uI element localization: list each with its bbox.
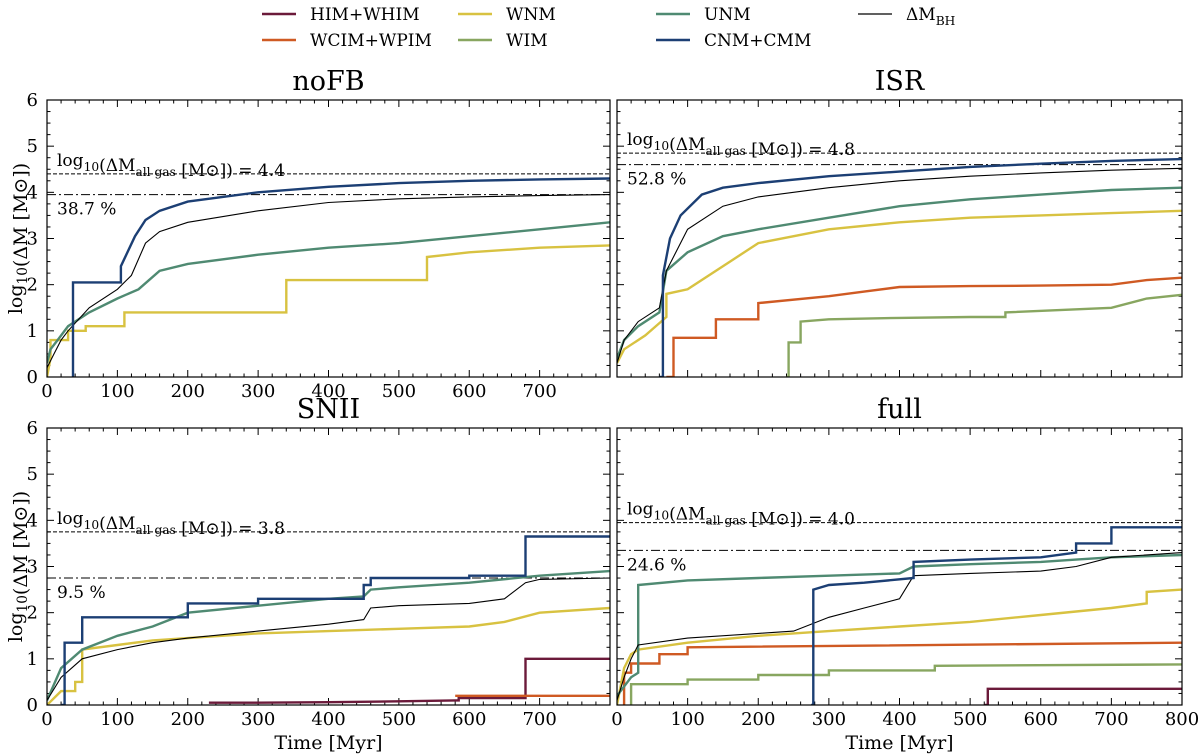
percent-annotation: 38.7 %: [57, 200, 116, 220]
y-tick-label: 3: [27, 557, 38, 578]
y-tick-label: 2: [27, 603, 38, 624]
panel-title: full: [877, 394, 922, 425]
x-tick-label: 700: [1094, 709, 1128, 730]
legend-label-him-whim: HIM+WHIM: [310, 5, 420, 25]
series-deltam-bh: [617, 167, 1182, 364]
series-wim: [629, 663, 1182, 705]
x-tick-label: 300: [241, 709, 275, 730]
y-tick-label: 0: [27, 695, 38, 716]
legend-label-cnm-cmm: CNM+CMM: [704, 31, 811, 51]
total-gas-annotation: log10(ΔMall gas [M⊙]) = 4.8: [627, 130, 855, 160]
legend-label-wnm: WNM: [506, 5, 556, 25]
x-tick-label: 100: [100, 709, 134, 730]
axis-ticks: [617, 428, 1182, 705]
legend: HIM+WHIM WNM UNM ΔMBH WCIM+WPIM WIM CNM+CMM: [262, 5, 955, 51]
x-tick-label: 200: [741, 709, 775, 730]
x-tick-label: 600: [452, 381, 486, 402]
x-tick-label: 500: [953, 709, 987, 730]
plot-frame: [46, 99, 611, 378]
x-tick-label: 500: [382, 709, 416, 730]
x-tick-label: 200: [171, 381, 205, 402]
legend-label-deltam-bh: ΔMBH: [906, 5, 955, 28]
y-axis-label: log10(ΔM [M⊙]): [5, 491, 32, 642]
plot-frame: [616, 427, 1183, 706]
series-cnm-cmm: [659, 157, 1182, 377]
x-tick-label: 200: [171, 709, 205, 730]
series-unm: [47, 221, 610, 364]
x-axis-label: Time [Myr]: [274, 732, 382, 754]
series-wcim-wpim: [666, 276, 1182, 377]
x-tick-label: 700: [522, 709, 556, 730]
series-wnm: [617, 588, 1182, 705]
legend-label-unm: UNM: [704, 5, 751, 25]
x-tick-label: 400: [311, 709, 345, 730]
series-deltam-bh: [47, 194, 610, 369]
series-deltam-bh: [617, 552, 1182, 701]
percent-annotation: 24.6 %: [627, 555, 686, 575]
series-him-whim: [208, 657, 610, 704]
total-gas-annotation: log10(ΔMall gas [M⊙]) = 4.4: [57, 151, 285, 181]
x-tick-label: 400: [311, 381, 345, 402]
y-tick-label: 1: [27, 321, 38, 342]
series-cnm-cmm: [71, 177, 610, 377]
y-tick-label: 0: [27, 367, 38, 388]
panel-title: ISR: [875, 66, 925, 97]
panel-full: full 0 100 200 300 400 500 600 700 800 Time [Myr] l…: [611, 394, 1199, 754]
y-tick-label: 4: [27, 182, 38, 203]
y-axis-label: log10(ΔM [M⊙]): [5, 163, 32, 314]
x-tick-label: 600: [1024, 709, 1058, 730]
x-tick-label: 400: [882, 709, 916, 730]
series-wnm: [47, 606, 610, 705]
series-unm: [617, 186, 1182, 359]
panel-isr: ISR log10(ΔMall gas [M⊙]) = 4.8 52.8 %: [616, 66, 1183, 378]
panel-snii: SNII 0 100 200 300 400 500 600 700 0 1 2 3 4 5 6 Time [M…: [5, 394, 611, 754]
legend-label-wcim-wpim: WCIM+WPIM: [310, 31, 432, 51]
y-tick-label: 5: [27, 136, 38, 157]
series-deltam-bh: [47, 577, 610, 701]
series-cnm-cmm: [61, 535, 610, 705]
x-tick-label: 0: [611, 709, 622, 730]
x-tick-label: 600: [452, 709, 486, 730]
plot-frame: [616, 99, 1183, 378]
y-tick-label: 3: [27, 229, 38, 250]
x-tick-label: 0: [41, 709, 52, 730]
panel-title: SNII: [297, 394, 360, 425]
x-tick-label: 700: [522, 381, 556, 402]
series-wnm: [617, 209, 1182, 364]
x-tick-label: 800: [1165, 709, 1199, 730]
series-wim: [786, 293, 1182, 377]
x-tick-label: 0: [41, 381, 52, 402]
total-gas-annotation: log10(ΔMall gas [M⊙]) = 4.0: [627, 500, 855, 530]
plot-frame: [46, 427, 611, 706]
percent-annotation: 9.5 %: [57, 583, 106, 603]
x-tick-label: 100: [100, 381, 134, 402]
percent-annotation: 52.8 %: [627, 170, 686, 190]
panel-title: noFB: [292, 66, 364, 97]
axis-ticks: [47, 100, 610, 377]
y-tick-label: 4: [27, 510, 38, 531]
y-tick-label: 6: [27, 418, 38, 439]
y-tick-label: 2: [27, 275, 38, 296]
y-tick-label: 5: [27, 464, 38, 485]
legend-label-wim: WIM: [506, 31, 548, 51]
y-tick-label: 6: [27, 90, 38, 111]
x-tick-label: 100: [670, 709, 704, 730]
x-axis-label: Time [Myr]: [845, 732, 953, 754]
series-cnm-cmm: [811, 526, 1182, 705]
x-tick-label: 300: [241, 381, 275, 402]
series-him-whim: [984, 687, 1182, 705]
x-tick-label: 300: [812, 709, 846, 730]
y-tick-label: 1: [27, 649, 38, 670]
series-unm: [617, 553, 1182, 697]
series-wnm: [47, 244, 610, 377]
panel-nofb: noFB 0 100 200 300 400 500 600 700 0 1 2 3 4 5 6 log10(Δ…: [5, 66, 611, 402]
series-unm: [47, 569, 610, 701]
series-wcim-wpim: [622, 641, 1182, 705]
x-tick-label: 500: [382, 381, 416, 402]
total-gas-annotation: log10(ΔMall gas [M⊙]) = 3.8: [57, 509, 285, 539]
